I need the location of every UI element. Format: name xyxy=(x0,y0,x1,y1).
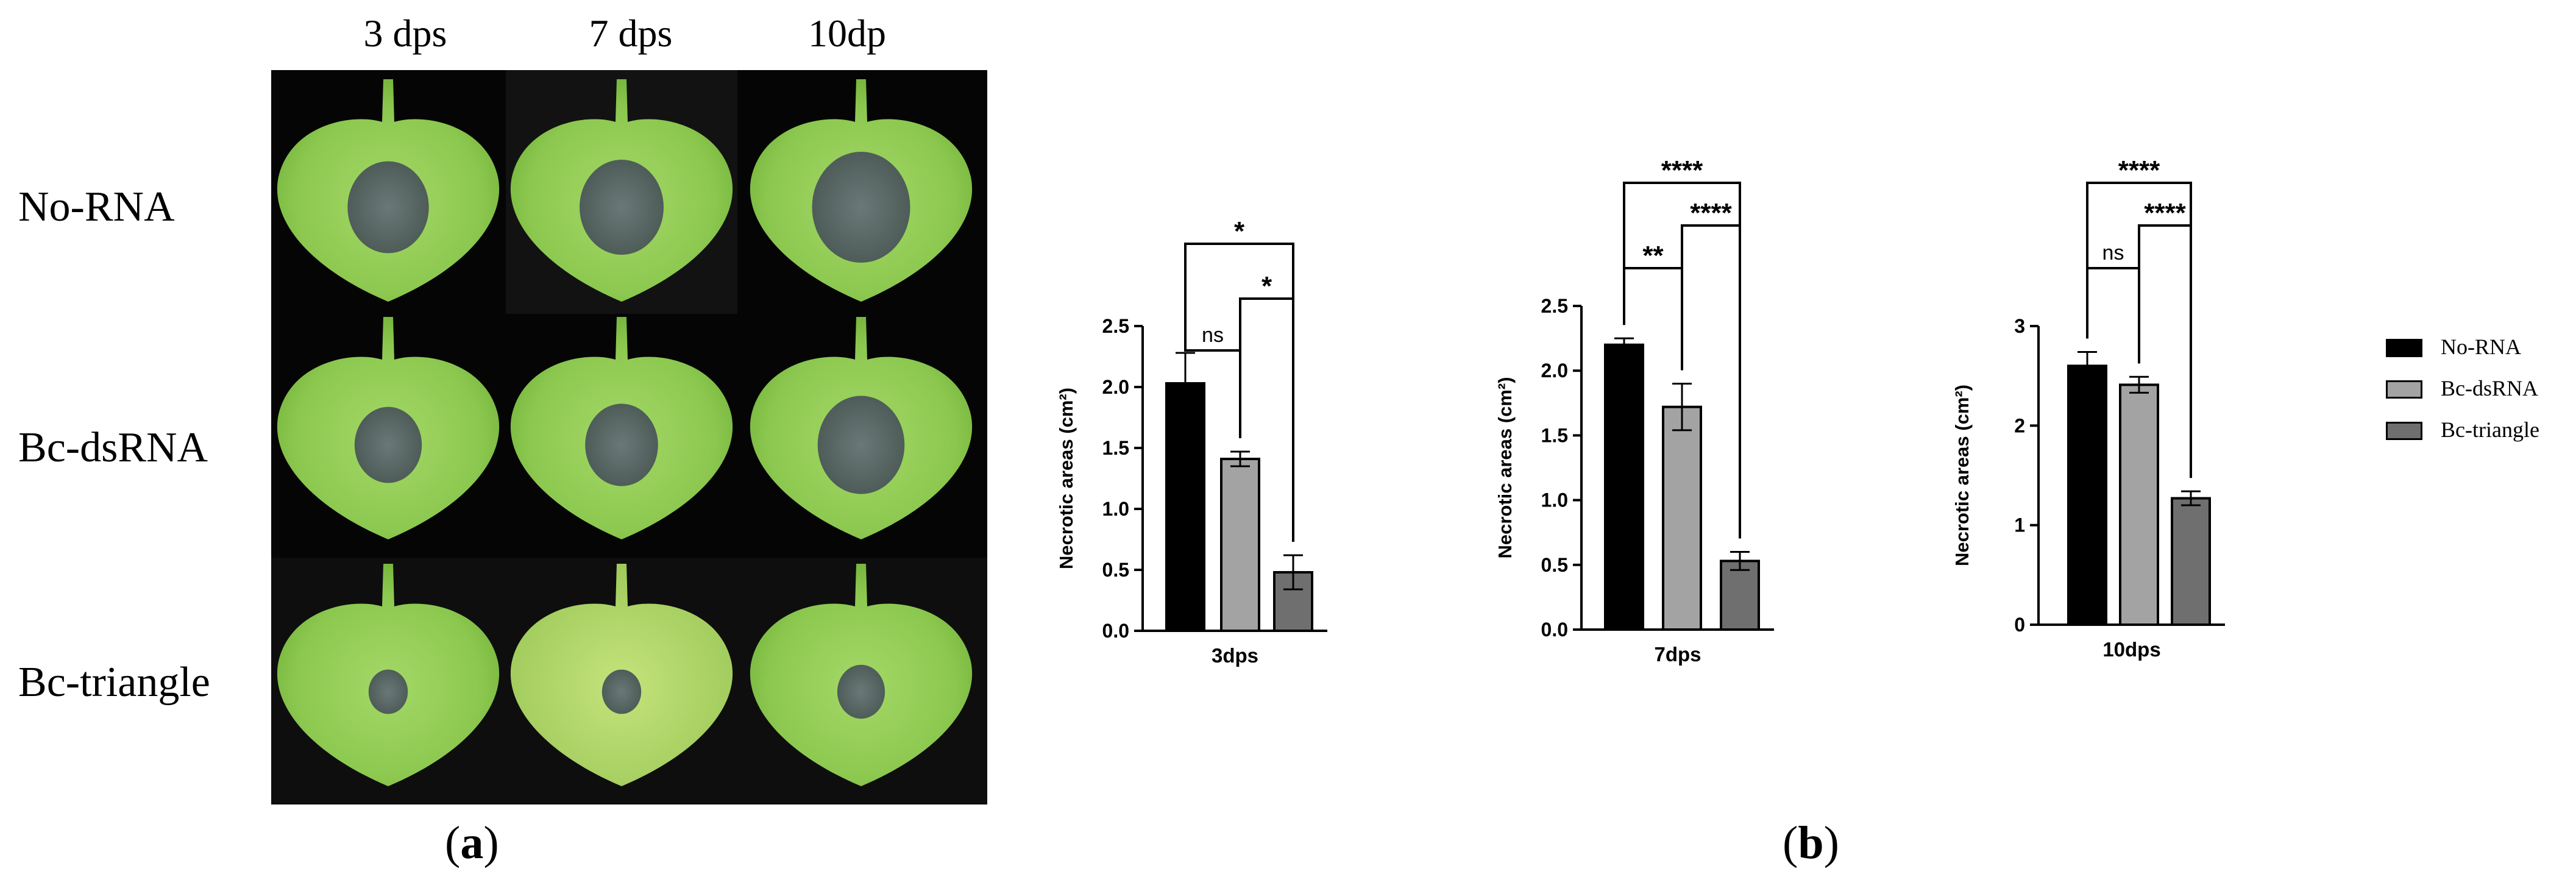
y-tick-label: 0.5 xyxy=(1541,554,1568,576)
y-tick-label: 2.0 xyxy=(1102,376,1129,398)
legend-label: Bc-dsRNA xyxy=(2441,376,2538,400)
y-tick-label: 0 xyxy=(2014,614,2025,636)
panel-a-letter: a xyxy=(460,817,484,868)
necrotic-lesion xyxy=(347,161,429,254)
y-axis-title: Necrotic areas (cm²) xyxy=(1951,385,1973,566)
leaf-photos xyxy=(271,70,987,805)
panel-b-label: (b) xyxy=(1783,817,1839,868)
panel-a-label: (a) xyxy=(445,817,499,868)
significance-label: **** xyxy=(1690,198,1732,228)
significance-label: ** xyxy=(1642,241,1664,271)
chart-7dps: 0.0 0.5 1.0 1.5 2.0 2.5 Necrotic areas (cm²) 7d… xyxy=(1494,155,1774,666)
y-tick-label: 2.5 xyxy=(1102,315,1129,337)
leaf-photo-grid xyxy=(271,70,987,805)
y-tick-label: 1.5 xyxy=(1102,437,1129,459)
bar-no-rna xyxy=(2067,364,2107,626)
significance-label: * xyxy=(1261,271,1272,301)
necrotic-lesion xyxy=(812,152,910,263)
y-tick-label: 2.0 xyxy=(1541,360,1568,382)
x-axis-title: 7dps xyxy=(1654,643,1701,666)
significance-bracket xyxy=(2086,182,2192,478)
necrotic-lesion xyxy=(580,160,664,255)
bar-bc-triangle xyxy=(1720,559,1760,631)
significance-label: ns xyxy=(1202,324,1224,347)
significance-bracket xyxy=(2086,267,2140,364)
legend-label: No-RNA xyxy=(2441,335,2521,359)
chart-10dps: 0 1 2 3 Necrotic areas (cm²) 10dps ns **** **** xyxy=(1951,155,2225,661)
legend-swatch-no-rna xyxy=(2386,339,2422,357)
y-tick-label: 0.5 xyxy=(1102,559,1129,581)
bar-bc-triangle xyxy=(2171,497,2211,626)
column-header-10dp: 10dp xyxy=(808,12,886,55)
significance-label: **** xyxy=(2144,198,2186,228)
x-axis-title: 3dps xyxy=(1212,644,1258,667)
row-header-bc-triangle: Bc-triangle xyxy=(18,659,210,706)
y-tick-label: 1.0 xyxy=(1102,498,1129,520)
bar-bc-dsrna xyxy=(1662,405,1702,631)
significance-bracket xyxy=(1623,182,1741,539)
significance-bracket xyxy=(1184,243,1294,542)
bar-bc-dsrna xyxy=(2119,383,2159,626)
necrotic-lesion xyxy=(817,396,905,494)
y-tick-label: 1.0 xyxy=(1541,489,1568,511)
necrotic-lesion xyxy=(585,403,658,486)
panel-b-letter: b xyxy=(1798,817,1824,868)
legend-label: Bc-triangle xyxy=(2441,417,2539,442)
row-header-no-rna: No-RNA xyxy=(18,183,175,230)
y-tick-label: 0.0 xyxy=(1102,620,1129,642)
column-header-3dps: 3 dps xyxy=(363,12,447,55)
legend-swatch-bc-triangle xyxy=(2386,422,2422,440)
bar-no-rna xyxy=(1165,382,1205,632)
y-tick-label: 1 xyxy=(2014,514,2025,536)
necrotic-lesion xyxy=(368,669,408,714)
y-tick-label: 1.5 xyxy=(1541,424,1568,446)
necrotic-lesion xyxy=(601,669,642,714)
y-tick-label: 0.0 xyxy=(1541,619,1568,641)
bar-bc-dsrna xyxy=(1220,458,1260,632)
significance-label: **** xyxy=(2118,155,2160,185)
significance-label: **** xyxy=(1661,155,1703,185)
y-axis-title: Necrotic areas (cm²) xyxy=(1056,388,1077,569)
necrotic-lesion xyxy=(837,664,885,719)
necrotic-lesion xyxy=(354,407,422,483)
row-header-bc-dsrna: Bc-dsRNA xyxy=(18,424,208,471)
significance-label: * xyxy=(1234,216,1245,246)
y-tick-label: 3 xyxy=(2014,315,2025,337)
chart-3dps: 0.0 0.5 1.0 1.5 2.0 2.5 Necrotic areas (cm²) 3d… xyxy=(1056,216,1327,667)
y-axis-title: Necrotic areas (cm²) xyxy=(1494,377,1516,558)
y-tick-label: 2.5 xyxy=(1541,295,1568,317)
legend-swatch-bc-dsrna xyxy=(2386,380,2422,399)
bar-no-rna xyxy=(1604,343,1644,631)
significance-label: ns xyxy=(2102,241,2124,265)
y-tick-label: 2 xyxy=(2014,414,2025,436)
column-header-7dps: 7 dps xyxy=(589,12,673,55)
x-axis-title: 10dps xyxy=(2102,638,2160,661)
